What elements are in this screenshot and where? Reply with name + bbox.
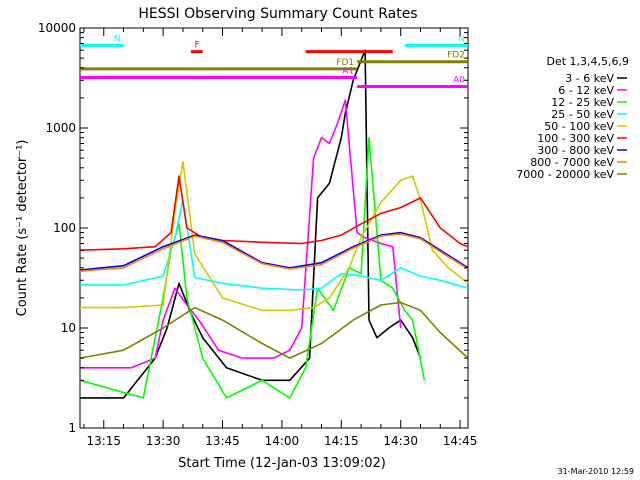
legend-label: 50 - 100 keV	[544, 120, 614, 133]
legend-label: 6 - 12 keV	[558, 84, 614, 97]
series-line-4	[80, 199, 469, 291]
annotation-label: A1	[342, 66, 354, 76]
y-tick-label: 1	[68, 421, 76, 435]
series-line-7	[79, 231, 469, 271]
x-tick-label: 13:30	[146, 434, 181, 448]
legend-title: Det 1,3,4,5,6,9	[546, 55, 629, 68]
y-tick-label: 100	[53, 221, 76, 235]
timestamp: 31-Mar-2010 12:59	[558, 467, 635, 476]
legend-label: 12 - 25 keV	[551, 96, 614, 109]
annotation-label: A0	[453, 76, 465, 86]
chart-title: HESSI Observing Summary Count Rates	[138, 6, 417, 22]
x-tick-label: 13:15	[86, 434, 121, 448]
legend-label: 7000 - 20000 keV	[516, 168, 614, 181]
plot-frame	[79, 27, 469, 429]
y-tick-label: 1000	[45, 121, 76, 135]
x-axis-label: Start Time (12-Jan-03 13:09:02)	[178, 456, 386, 471]
x-tick-label: 14:30	[383, 434, 418, 448]
y-axis: 1 10 100 1000 10000	[38, 21, 468, 435]
legend-label: 300 - 800 keV	[537, 144, 614, 157]
x-tick-label: 14:45	[443, 434, 478, 448]
y-axis-label: Count Rate (s⁻¹ detector⁻¹)	[15, 140, 30, 317]
series-line-9	[79, 301, 469, 359]
annotation-label: FD1	[336, 58, 354, 68]
x-tick-label: 14:00	[265, 434, 300, 448]
series-line-8	[79, 233, 469, 272]
series-line-5	[80, 160, 469, 312]
annotation-label: N	[114, 34, 121, 44]
annotation-label: F	[195, 41, 200, 51]
series-line-2	[80, 99, 402, 369]
y-tick-label: 10000	[38, 21, 76, 35]
series-line-6	[79, 175, 469, 251]
legend-label: 100 - 300 keV	[537, 132, 614, 145]
annotation-label: N	[458, 34, 465, 44]
series-line-1	[80, 49, 422, 399]
legend-label: 800 - 7000 keV	[530, 156, 614, 169]
x-axis: 13:15 13:30 13:45 14:00 14:15 14:30 14:45	[83, 28, 478, 448]
x-tick-label: 13:45	[205, 434, 240, 448]
legend-label: 3 - 6 keV	[565, 72, 614, 85]
legend-label: 25 - 50 keV	[551, 108, 614, 121]
plot-area: N N F FD1 FD2 A1 A0	[79, 27, 469, 429]
y-tick-label: 10	[61, 321, 76, 335]
x-tick-label: 14:15	[324, 434, 359, 448]
annotation-label: FD2	[447, 51, 465, 61]
